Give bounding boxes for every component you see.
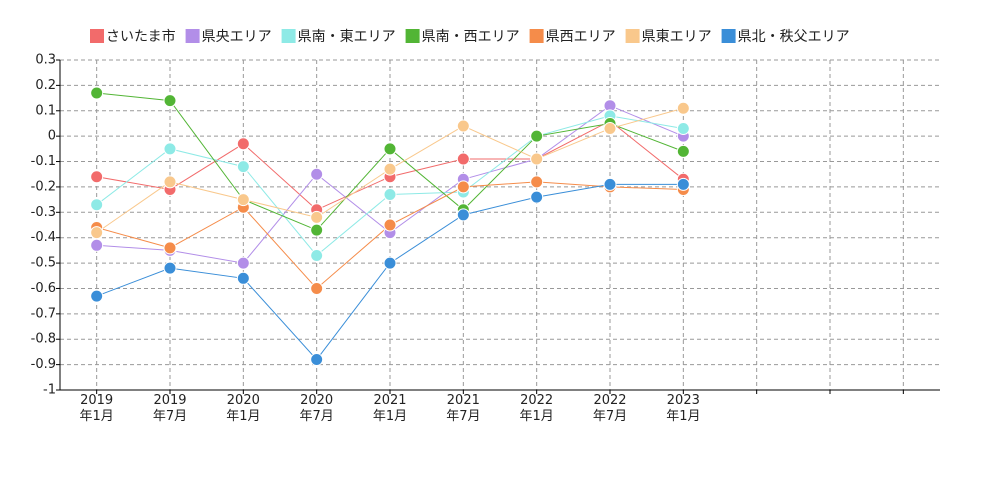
legend-label: 県北・秩父エリア <box>738 29 850 45</box>
data-point <box>310 353 324 367</box>
legend-swatch <box>405 29 420 43</box>
x-tick-label: 2022年7月 <box>592 393 628 424</box>
data-point <box>163 94 177 108</box>
legend-swatch <box>529 29 544 43</box>
data-point <box>236 137 250 151</box>
y-tick-label: -0.2 <box>31 179 56 194</box>
x-tick-label: 2023年1月 <box>666 393 701 424</box>
legend-swatch <box>721 29 736 43</box>
legend-label: 県南・西エリア <box>422 29 520 45</box>
data-point <box>310 281 324 295</box>
data-point <box>383 256 397 270</box>
data-point <box>383 218 397 232</box>
data-point <box>90 226 104 240</box>
data-point <box>603 177 617 191</box>
data-point <box>383 142 397 156</box>
data-point <box>163 261 177 275</box>
data-point <box>90 238 104 252</box>
x-tick-label: 2020年1月 <box>226 393 261 424</box>
y-tick-label: 0.2 <box>35 78 56 93</box>
y-tick-label: 0.1 <box>35 103 56 118</box>
data-point <box>530 175 544 189</box>
data-point <box>456 208 470 222</box>
data-point <box>383 162 397 176</box>
data-point <box>90 289 104 303</box>
legend-label: 県西エリア <box>546 29 616 45</box>
y-tick-label: -1 <box>43 383 56 398</box>
data-point <box>310 167 324 181</box>
data-point <box>90 198 104 212</box>
legend-label: 県南・東エリア <box>298 29 396 45</box>
y-tick-label: -0.6 <box>31 281 56 296</box>
data-point <box>236 256 250 270</box>
data-point <box>530 152 544 166</box>
data-point <box>456 180 470 194</box>
x-tick-label: 2021年7月 <box>446 393 481 424</box>
data-point <box>236 160 250 174</box>
data-point <box>676 177 690 191</box>
data-point <box>603 122 617 136</box>
y-tick-label: -0.7 <box>31 306 56 321</box>
y-tick-label: -0.8 <box>31 332 56 347</box>
data-point <box>530 129 544 143</box>
data-point <box>90 86 104 100</box>
x-tick-label: 2022年1月 <box>519 393 554 424</box>
data-point <box>676 101 690 115</box>
legend-swatch <box>90 29 104 43</box>
data-point <box>163 241 177 255</box>
data-point <box>383 188 397 202</box>
data-point <box>530 190 544 204</box>
y-tick-label: -0.1 <box>31 154 56 169</box>
x-tick-label: 2021年1月 <box>372 393 408 424</box>
y-tick-label: 0 <box>48 129 56 144</box>
data-point <box>310 223 324 237</box>
legend-label: さいたま市 <box>106 28 176 45</box>
data-point <box>236 271 250 285</box>
data-point <box>676 144 690 158</box>
y-tick-label: 0.3 <box>35 53 56 68</box>
data-point <box>676 122 690 136</box>
data-point <box>236 193 250 207</box>
y-tick-label: -0.5 <box>31 256 56 271</box>
x-tick-label: 2019年7月 <box>152 393 188 424</box>
legend-swatch <box>281 29 296 43</box>
legend-label: 県東エリア <box>642 29 712 45</box>
data-point <box>456 152 470 166</box>
data-point <box>163 142 177 156</box>
data-point <box>310 210 324 224</box>
legend-swatch <box>625 29 640 43</box>
x-tick-label: 2020年7月 <box>299 393 334 424</box>
data-point <box>163 175 177 189</box>
y-tick-label: -0.3 <box>31 205 56 220</box>
data-point <box>456 119 470 133</box>
data-point <box>310 248 324 262</box>
y-tick-label: -0.9 <box>31 357 56 372</box>
legend-label: 県央エリア <box>202 29 272 45</box>
x-tick-label: 2019年1月 <box>79 393 114 424</box>
legend-swatch <box>185 29 200 43</box>
y-tick-label: -0.4 <box>31 230 56 245</box>
data-point <box>90 170 104 184</box>
